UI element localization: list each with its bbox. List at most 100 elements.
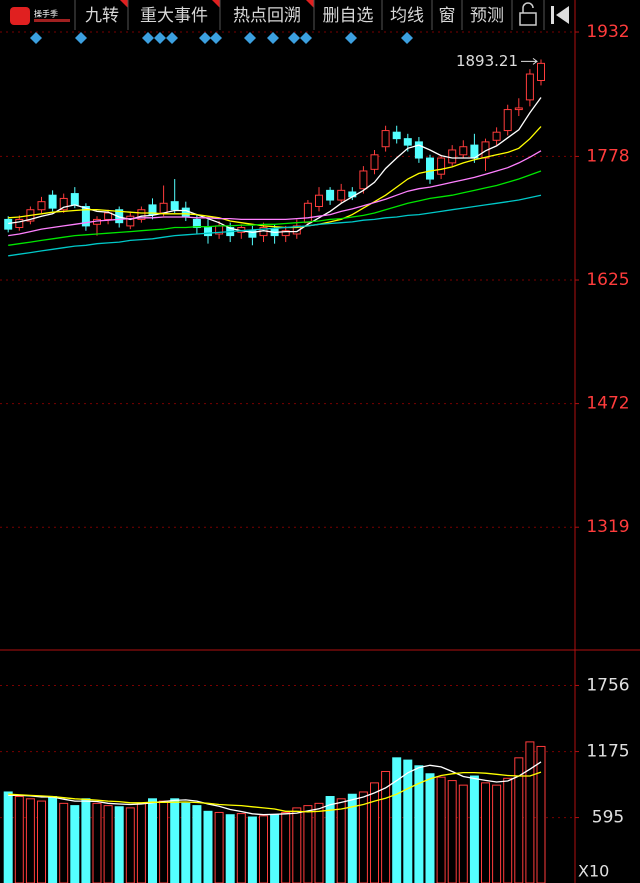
candle-body [326, 189, 335, 201]
back-button[interactable] [551, 6, 569, 24]
volume-bar [447, 780, 457, 883]
volume-bar [3, 791, 13, 883]
candle-body [503, 109, 512, 132]
candle-body [4, 218, 13, 230]
candle-body [370, 154, 379, 170]
candle-body [137, 209, 146, 220]
ma-line [8, 126, 542, 229]
volume-bar [492, 784, 502, 883]
toolbar-button[interactable]: 热点回溯 [233, 6, 301, 26]
candle-body [15, 218, 24, 229]
volume-bar [536, 745, 546, 883]
candle-body [392, 131, 401, 140]
candle-body [414, 141, 423, 159]
volume-bar [25, 798, 35, 883]
volume-bar [425, 773, 435, 883]
volume-bar [281, 811, 291, 883]
candle-body [248, 230, 257, 238]
event-marker [345, 32, 357, 44]
logo-icon [10, 7, 30, 25]
volume-bar [92, 802, 102, 883]
y-tick-label: 1932 [586, 22, 629, 42]
candle-body [525, 73, 534, 101]
volume-bar [314, 802, 324, 883]
candle-body [59, 197, 68, 211]
volume-bar [225, 814, 235, 883]
candle-body [70, 193, 79, 206]
volume-bar [192, 805, 202, 883]
volume-bar [381, 770, 391, 883]
lock-shackle [522, 2, 534, 13]
event-marker [75, 32, 87, 44]
volume-bar [292, 807, 302, 883]
volume-bar [458, 784, 468, 883]
ma-line [8, 150, 542, 237]
candle-body [337, 189, 346, 201]
volume-bar [347, 793, 357, 883]
event-markers [30, 32, 413, 44]
ma-line [8, 194, 542, 257]
candle-body [315, 194, 323, 208]
volume-bar [270, 814, 280, 883]
volume-bar [247, 816, 257, 883]
event-marker [267, 32, 279, 44]
candle-body [48, 194, 57, 209]
logo-sub [34, 19, 70, 22]
volume-bar [81, 798, 91, 883]
volume-bar [148, 798, 157, 883]
y-tick-label: 1625 [586, 270, 629, 290]
volume-bar [37, 800, 46, 883]
candle-body [37, 201, 46, 211]
event-marker [210, 32, 222, 44]
candle-body [159, 202, 168, 214]
volume-bar [159, 800, 169, 883]
volume-bar [236, 813, 246, 883]
candle-body [204, 227, 212, 237]
candle-body [181, 207, 190, 217]
candle-body [115, 209, 124, 224]
toolbar-button[interactable]: 窗 [439, 6, 456, 26]
volume-bar [358, 791, 368, 883]
lock-button[interactable] [519, 2, 537, 26]
candle-body [359, 170, 368, 190]
event-marker [401, 32, 413, 44]
candle-body [104, 212, 113, 220]
y-tick-label: 1756 [586, 675, 629, 695]
volume-bar [203, 810, 213, 883]
volume-bar [436, 776, 446, 883]
toolbar-button[interactable]: 删自选 [323, 6, 374, 26]
candle-body [126, 215, 135, 227]
candle-body [437, 157, 446, 175]
volume-bar [70, 805, 80, 883]
candle-body [403, 138, 412, 146]
candle-body [192, 218, 201, 229]
volume-bar [14, 796, 24, 883]
volume-bar [181, 802, 191, 883]
toolbar-button[interactable]: 预测 [470, 6, 504, 26]
toolbar-button[interactable]: 九转 [85, 6, 119, 26]
volume-bar [469, 775, 479, 883]
badge [120, 0, 128, 8]
badge [306, 0, 314, 8]
volume-bar [303, 805, 313, 883]
event-marker [288, 32, 300, 44]
toolbar-button[interactable]: 均线 [390, 6, 424, 26]
event-marker [300, 32, 312, 44]
volume-bar [59, 802, 69, 883]
event-marker [244, 32, 256, 44]
candle-body [81, 206, 90, 227]
volume-bar [170, 798, 180, 883]
back-bar [551, 6, 554, 24]
toolbar-button[interactable]: 重大事件 [140, 6, 208, 26]
candle-body [381, 130, 390, 148]
last-price: 1893.21 [456, 52, 518, 70]
volume-bar [136, 802, 146, 883]
ma-line [8, 170, 542, 246]
y-tick-label: 1778 [586, 146, 629, 166]
candle-body [281, 230, 290, 237]
volume-bar [403, 759, 413, 883]
volume-bar [214, 811, 224, 883]
